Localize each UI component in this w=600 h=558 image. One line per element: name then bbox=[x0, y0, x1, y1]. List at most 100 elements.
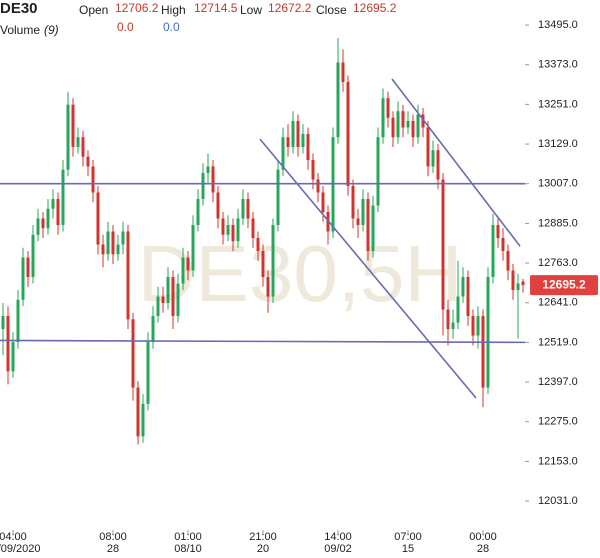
candle-body bbox=[266, 277, 270, 297]
volume-label: Volume bbox=[0, 23, 40, 37]
candle-body bbox=[241, 198, 245, 219]
candle-body bbox=[476, 316, 480, 336]
open-value: 12706.2 bbox=[115, 1, 159, 15]
candle-body bbox=[176, 283, 180, 317]
candle-body bbox=[486, 277, 490, 388]
candle-body bbox=[196, 198, 200, 226]
candle-body bbox=[6, 316, 10, 372]
candle-body bbox=[246, 198, 250, 219]
candle-body bbox=[436, 150, 440, 180]
candle-body bbox=[406, 120, 410, 128]
candle-body bbox=[141, 403, 145, 437]
x-tick-label: 04:00 bbox=[0, 531, 27, 543]
candle-body bbox=[46, 208, 50, 229]
candle-body bbox=[391, 117, 395, 138]
candle-body bbox=[301, 133, 305, 147]
y-tick-label: 13251.0 bbox=[538, 98, 578, 110]
candle-body bbox=[76, 137, 80, 147]
candle-body bbox=[271, 225, 275, 297]
y-tick-label: 13007.0 bbox=[538, 178, 578, 190]
candle-body bbox=[281, 137, 285, 170]
candle-body bbox=[451, 322, 455, 330]
high-label: High bbox=[161, 3, 186, 17]
candle-body bbox=[91, 166, 95, 193]
candle-body bbox=[341, 62, 345, 82]
high-value: 12714.5 bbox=[194, 1, 238, 15]
candle-body bbox=[151, 316, 155, 343]
candle-body bbox=[1, 316, 5, 330]
candle-body bbox=[16, 299, 20, 343]
candle-body bbox=[191, 225, 195, 271]
y-tick-label: 12763.0 bbox=[538, 257, 578, 269]
candle-body bbox=[371, 205, 375, 252]
candle-body bbox=[501, 238, 505, 252]
candle-body bbox=[136, 387, 140, 437]
y-tick-label: 12397.0 bbox=[538, 376, 578, 388]
candle-body bbox=[121, 231, 125, 245]
candle-body bbox=[126, 231, 130, 320]
candle-body bbox=[236, 218, 240, 242]
candle-body bbox=[146, 342, 150, 404]
candle-body bbox=[511, 270, 515, 291]
y-tick-label: 13373.0 bbox=[538, 59, 578, 71]
watermark: DE30,5H bbox=[138, 229, 463, 318]
candle-body bbox=[321, 192, 325, 212]
candle-body bbox=[346, 81, 350, 186]
candle-body bbox=[11, 342, 15, 372]
candle-body bbox=[96, 192, 100, 245]
x-tick-label: 07/09/2020 bbox=[0, 543, 41, 555]
candle-body bbox=[456, 296, 460, 323]
candle-body bbox=[461, 277, 465, 297]
candle-body bbox=[441, 179, 445, 310]
candle-body bbox=[206, 166, 210, 173]
candle-body bbox=[516, 283, 520, 291]
candle-body bbox=[366, 198, 370, 252]
candle-body bbox=[491, 225, 495, 278]
x-tick-label: 00:00 bbox=[469, 531, 497, 543]
x-tick-label: 28 bbox=[477, 543, 489, 555]
candle-body bbox=[221, 218, 225, 235]
volume-period: (9) bbox=[44, 23, 59, 37]
candle-body bbox=[21, 257, 25, 300]
candle-body bbox=[496, 225, 500, 239]
low-label: Low bbox=[240, 3, 262, 17]
candle-body bbox=[166, 277, 170, 304]
candle-body bbox=[361, 198, 365, 226]
candle-body bbox=[471, 316, 475, 336]
y-tick-label: 12275.0 bbox=[538, 416, 578, 428]
candle-body bbox=[131, 319, 135, 388]
candle-body bbox=[31, 234, 35, 278]
candle-body bbox=[411, 120, 415, 138]
open-label: Open bbox=[79, 3, 108, 17]
candle-body bbox=[356, 218, 360, 226]
drawn-line bbox=[391, 78, 521, 247]
candle-body bbox=[61, 169, 65, 226]
candle-body bbox=[261, 251, 265, 278]
candle-body bbox=[211, 166, 215, 193]
candle-body bbox=[66, 104, 70, 170]
candle-body bbox=[101, 244, 105, 255]
candle-body bbox=[256, 238, 260, 252]
x-tick-label: 20 bbox=[257, 543, 269, 555]
price-tag bbox=[530, 275, 598, 296]
candle-body bbox=[421, 114, 425, 128]
candle-body bbox=[231, 225, 235, 242]
y-tick-label: 12153.0 bbox=[538, 455, 578, 467]
candle-body bbox=[521, 281, 525, 286]
candle-body bbox=[401, 111, 405, 128]
candle-body bbox=[171, 277, 175, 317]
candle-body bbox=[251, 218, 255, 239]
candle-body bbox=[56, 198, 60, 226]
candle-body bbox=[381, 98, 385, 138]
candle-body bbox=[311, 159, 315, 180]
x-tick-label: 01:00 bbox=[174, 531, 202, 543]
y-tick-label: 12641.0 bbox=[538, 297, 578, 309]
candle-body bbox=[396, 111, 400, 138]
candle-body bbox=[336, 62, 340, 138]
candle-body bbox=[41, 218, 45, 229]
candle-body bbox=[386, 98, 390, 118]
candle-body bbox=[226, 225, 230, 235]
candle-body bbox=[156, 296, 160, 317]
x-tick-label: 09/02 bbox=[324, 543, 352, 555]
